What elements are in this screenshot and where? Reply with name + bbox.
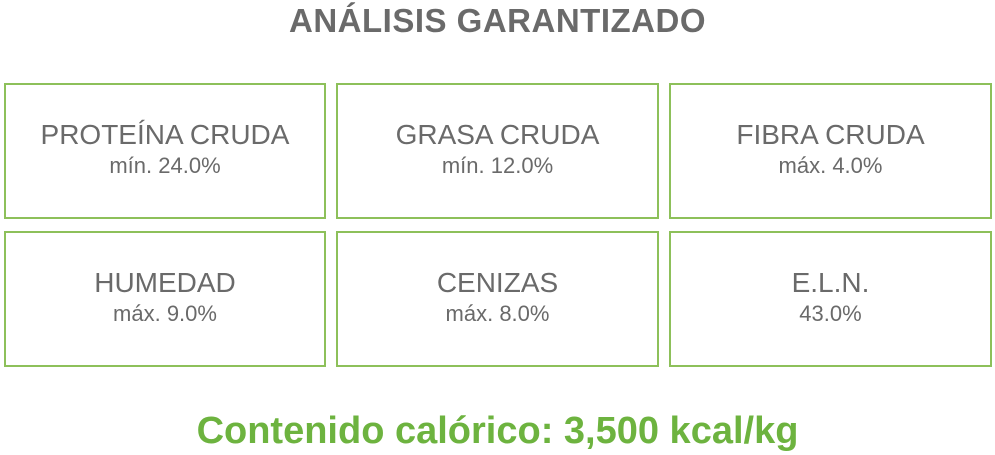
analysis-card-fiber: FIBRA CRUDA máx. 4.0% [669,83,992,219]
card-label: CENIZAS [436,267,559,298]
page-title: ANÁLISIS GARANTIZADO [289,2,706,39]
card-label: PROTEÍNA CRUDA [40,119,290,150]
analysis-card-nfe: E.L.N. 43.0% [669,231,992,367]
card-value: 43.0% [799,301,862,326]
analysis-card-ash: CENIZAS máx. 8.0% [336,231,659,367]
caloric-content: Contenido calórico: 3,500 kcal/kg [196,410,799,452]
card-label: E.L.N. [791,267,870,298]
card-value: máx. 9.0% [113,301,217,326]
card-value: mín. 12.0% [441,153,554,178]
card-value: mín. 24.0% [109,153,221,178]
card-label: HUMEDAD [94,267,236,298]
card-value: máx. 4.0% [778,153,883,178]
card-label: FIBRA CRUDA [736,119,925,150]
analysis-card-protein: PROTEÍNA CRUDA mín. 24.0% [4,83,326,219]
card-label: GRASA CRUDA [395,119,600,150]
card-value: máx. 8.0% [445,301,550,326]
analysis-card-moisture: HUMEDAD máx. 9.0% [4,231,326,367]
analysis-card-fat: GRASA CRUDA mín. 12.0% [336,83,659,219]
